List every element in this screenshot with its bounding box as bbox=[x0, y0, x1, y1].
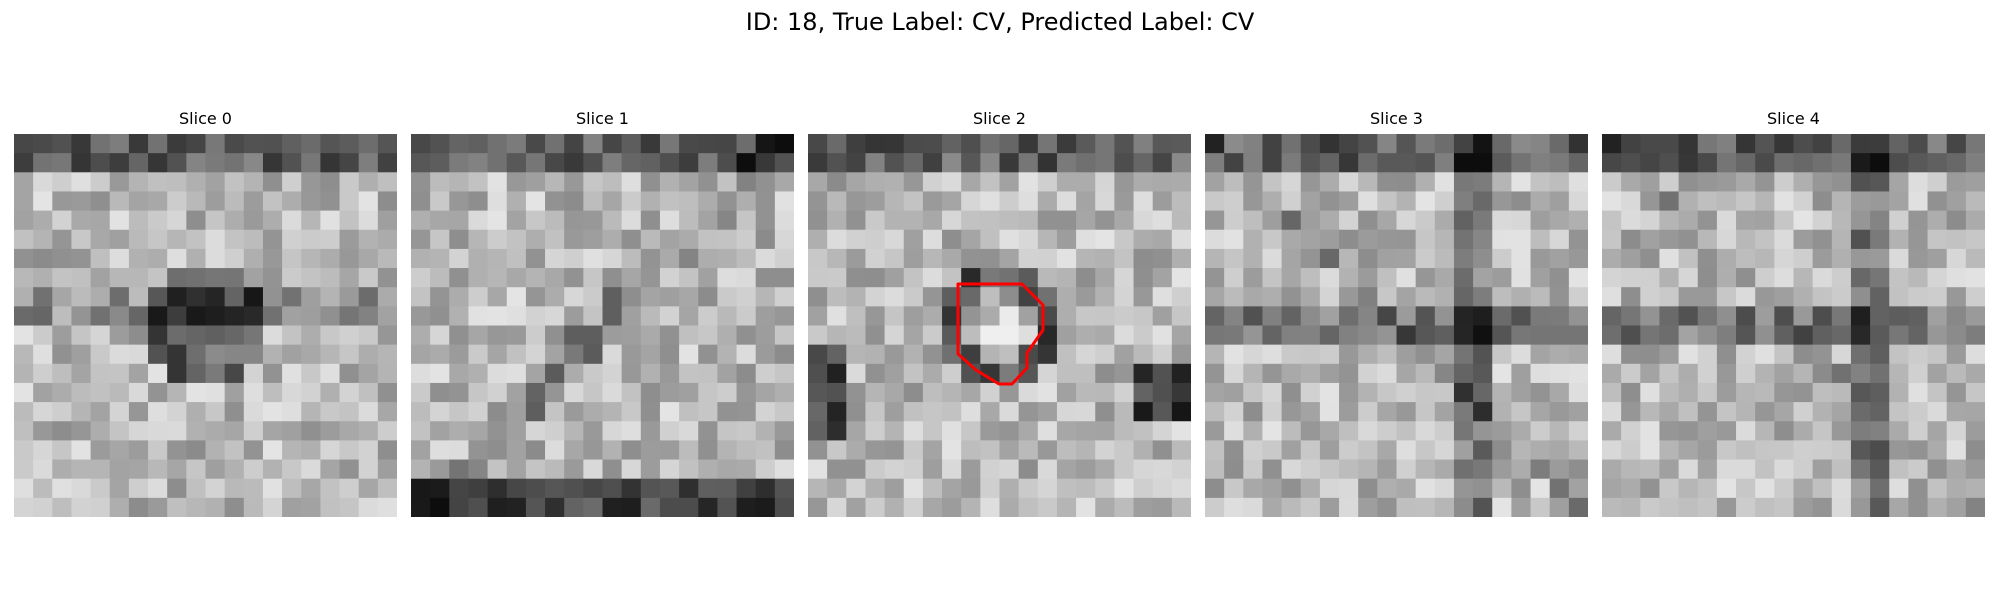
slice-title: Slice 1 bbox=[576, 109, 629, 128]
slice-image bbox=[14, 134, 397, 517]
slice-title: Slice 3 bbox=[1370, 109, 1423, 128]
slice-title: Slice 0 bbox=[179, 109, 232, 128]
slice-title: Slice 2 bbox=[973, 109, 1026, 128]
figure-title: ID: 18, True Label: CV, Predicted Label:… bbox=[745, 8, 1255, 36]
slice-image bbox=[1602, 134, 1985, 517]
slice-panel-2: Slice 2 bbox=[808, 108, 1191, 517]
slice-panel-3: Slice 3 bbox=[1205, 108, 1588, 517]
slice-panel-1: Slice 1 bbox=[411, 108, 794, 517]
slice-panel-0: Slice 0 bbox=[14, 108, 397, 517]
slice-image bbox=[411, 134, 794, 517]
slice-panel-4: Slice 4 bbox=[1602, 108, 1985, 517]
lesion-contour bbox=[956, 282, 1045, 386]
slice-image bbox=[1205, 134, 1588, 517]
slice-title: Slice 4 bbox=[1767, 109, 1820, 128]
slice-image bbox=[808, 134, 1191, 517]
